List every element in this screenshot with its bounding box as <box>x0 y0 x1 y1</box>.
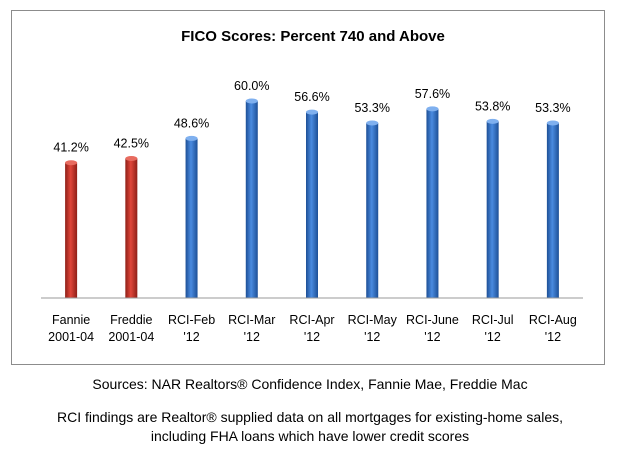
tick-label-4-0: RCI-Apr <box>289 313 334 327</box>
bar-chart: FICO Scores: Percent 740 and Above 41.2%… <box>41 28 583 344</box>
note-line-2: including FHA loans which have lower cre… <box>150 428 470 444</box>
value-label-2: 48.6% <box>174 116 209 130</box>
note-line-1: RCI findings are Realtor® supplied data … <box>56 409 564 425</box>
value-label-6: 57.6% <box>415 87 450 101</box>
tick-label-2-1: '12 <box>183 330 199 344</box>
chart-frame: FICO Scores: Percent 740 and Above 41.2%… <box>11 10 605 365</box>
tick-label-0-1: 2001-04 <box>48 330 94 344</box>
tick-label-0-0: Fannie <box>52 313 90 327</box>
value-label-1: 42.5% <box>114 136 149 150</box>
bar-2 <box>185 138 198 298</box>
bar-0 <box>65 162 78 298</box>
chart-title: FICO Scores: Percent 740 and Above <box>181 28 445 45</box>
bar-cap-3 <box>245 98 258 104</box>
bar-cap-7 <box>486 118 499 124</box>
bar-3 <box>245 101 258 298</box>
tick-label-7-1: '12 <box>485 330 501 344</box>
tick-label-8-1: '12 <box>545 330 561 344</box>
bar-1 <box>125 158 138 298</box>
value-label-4: 56.6% <box>294 90 329 104</box>
tick-label-3-1: '12 <box>244 330 260 344</box>
tick-label-8-0: RCI-Aug <box>529 313 577 327</box>
tick-label-6-1: '12 <box>424 330 440 344</box>
bars-group: 41.2% 42.5% 48.6% 60.0% 56.6% 53.3% 57.6% 53.8%… <box>53 79 571 299</box>
tick-label-5-0: RCI-May <box>348 313 398 327</box>
bar-5 <box>366 122 379 298</box>
tick-label-5-1: '12 <box>364 330 380 344</box>
tick-label-1-0: Freddie <box>110 313 152 327</box>
tick-label-6-0: RCI-June <box>406 313 459 327</box>
tick-label-1-1: 2001-04 <box>108 330 154 344</box>
sources-caption: Sources: NAR Realtors® Confidence Index,… <box>92 376 528 392</box>
value-label-0: 41.2% <box>53 141 88 155</box>
tick-label-4-1: '12 <box>304 330 320 344</box>
bar-cap-6 <box>426 106 439 112</box>
value-label-3: 60.0% <box>234 79 269 93</box>
value-label-5: 53.3% <box>354 101 389 115</box>
bar-cap-5 <box>366 120 379 126</box>
bar-cap-0 <box>65 160 78 166</box>
bar-4 <box>306 112 318 298</box>
bar-cap-2 <box>185 135 198 141</box>
bar-6 <box>426 108 439 298</box>
tick-label-2-0: RCI-Feb <box>168 313 215 327</box>
bar-cap-4 <box>306 109 318 115</box>
x-ticks-group: Fannie 2001-04 Freddie 2001-04 RCI-Feb '12 RCI… <box>48 313 577 344</box>
bar-7 <box>486 121 499 299</box>
value-label-7: 53.8% <box>475 99 510 113</box>
bar-8 <box>546 122 559 298</box>
bar-cap-8 <box>546 120 559 126</box>
value-label-8: 53.3% <box>535 101 570 115</box>
tick-label-7-0: RCI-Jul <box>472 313 514 327</box>
note-caption: RCI findings are Realtor® supplied data … <box>0 408 620 446</box>
tick-label-3-0: RCI-Mar <box>228 313 275 327</box>
bar-cap-1 <box>125 155 138 161</box>
